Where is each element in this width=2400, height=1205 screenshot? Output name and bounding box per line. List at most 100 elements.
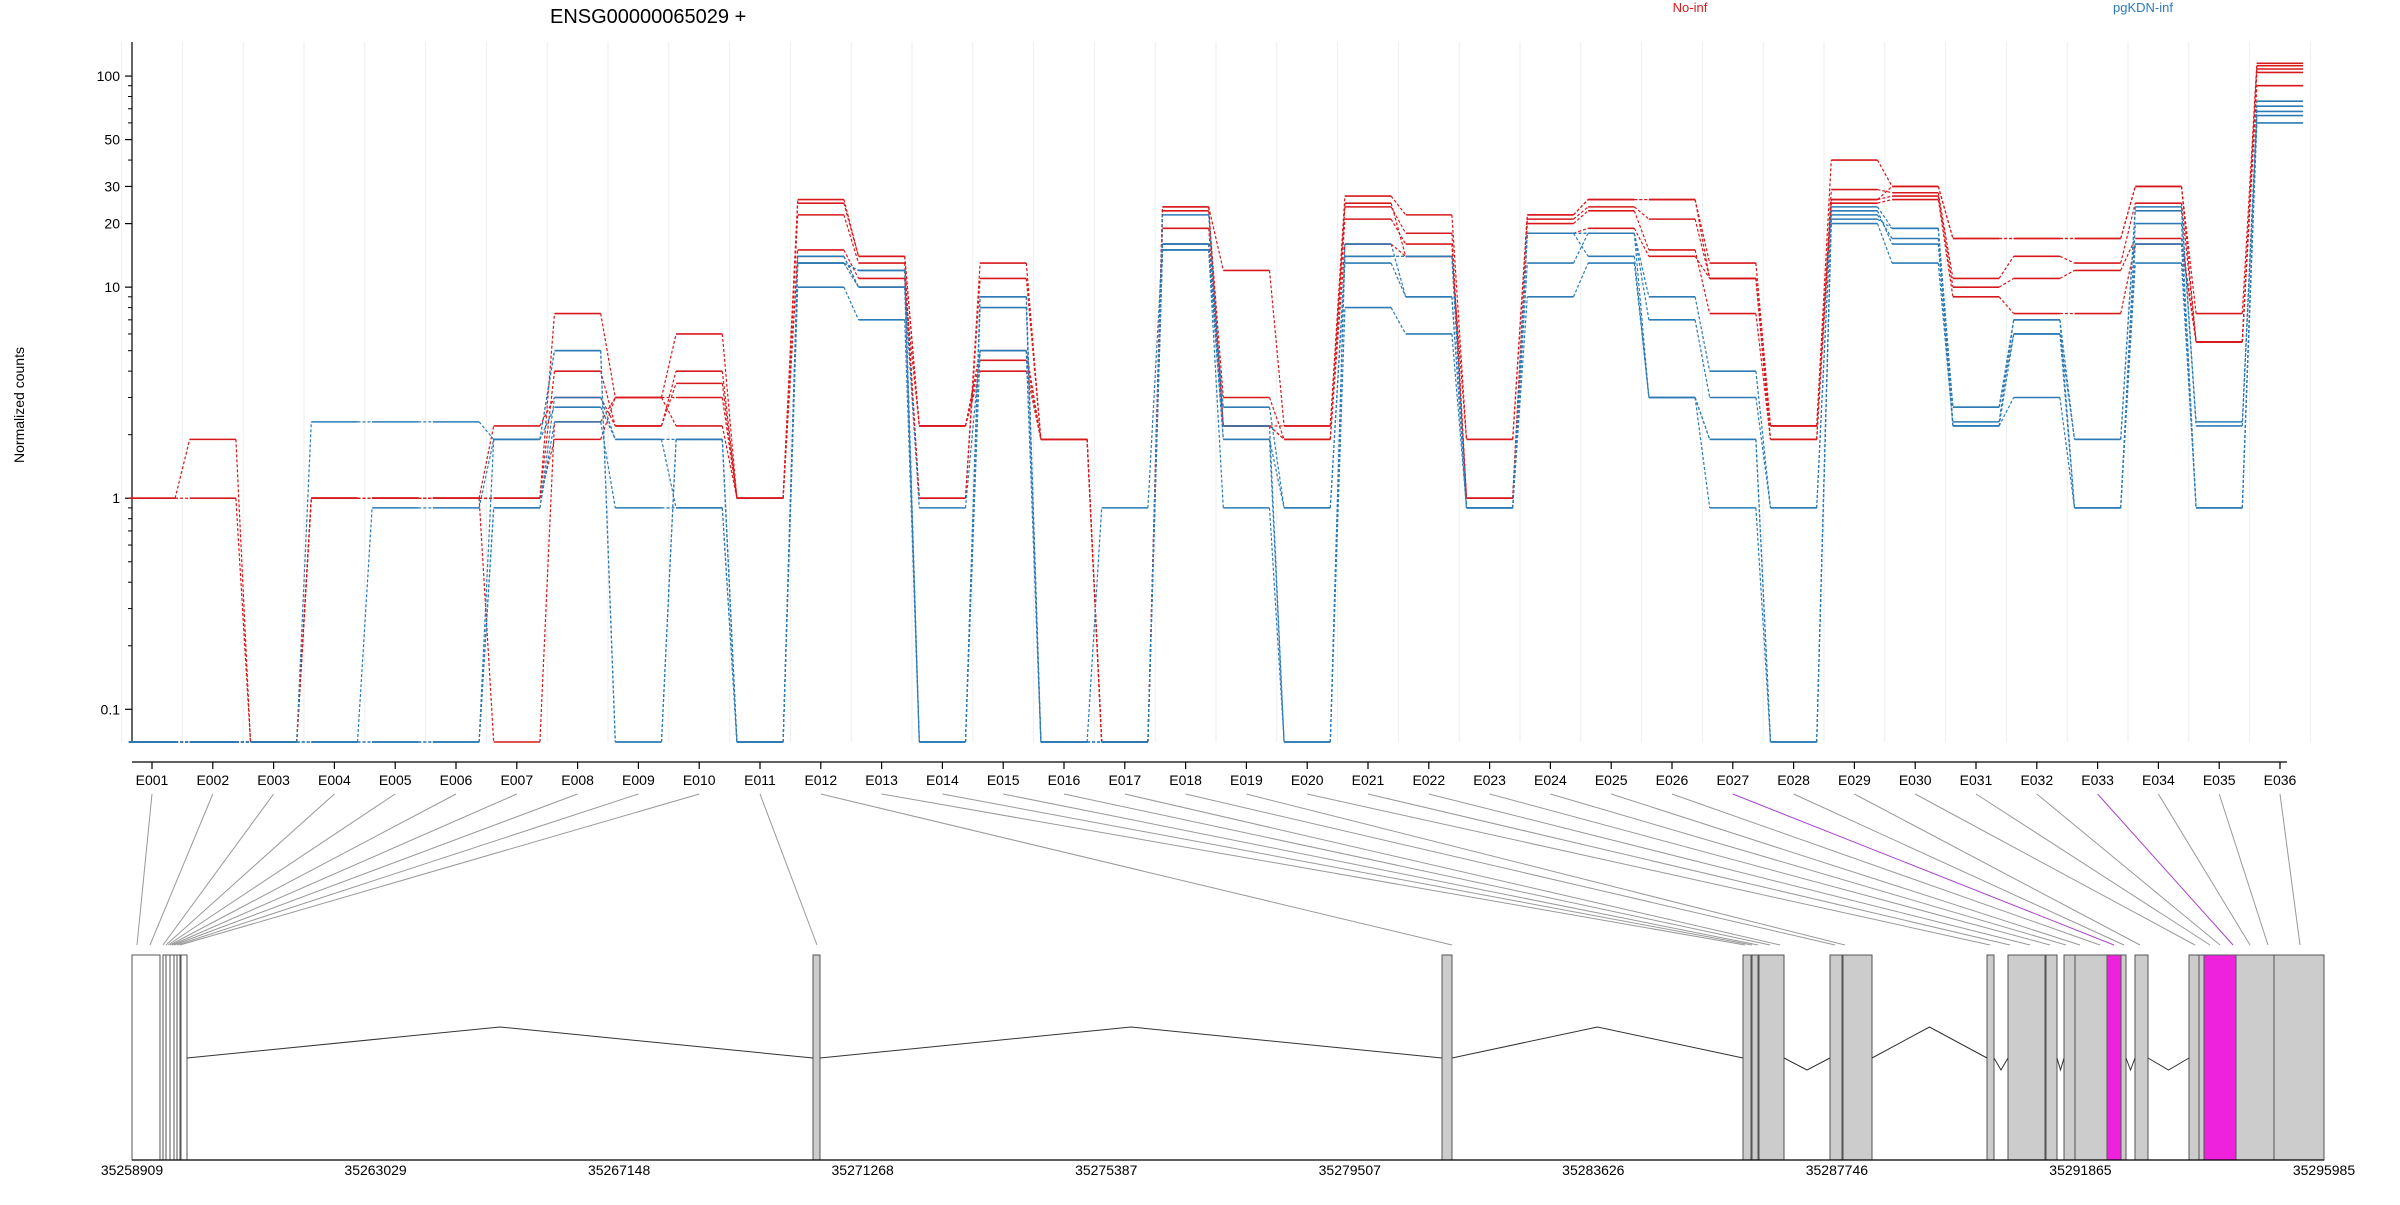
x-tick-label: E028 (1777, 772, 1810, 788)
x-tick-label: E032 (2020, 772, 2053, 788)
exon-block-highlighted (2106, 954, 2122, 1161)
x-tick-label: E035 (2203, 772, 2236, 788)
genome-tick-label: 35267148 (588, 1162, 651, 1178)
series-lines (128, 62, 2304, 743)
exon-block (131, 954, 161, 1161)
series-connector (1633, 233, 1650, 297)
exon-block (1829, 954, 1843, 1161)
series-connector (1208, 214, 1224, 426)
series-connector (964, 296, 981, 743)
series-connector (2059, 397, 2076, 508)
series-connector (2180, 186, 2197, 343)
series-connector (1694, 255, 1711, 279)
intron-line (1451, 1026, 1744, 1059)
exon-connector (1793, 793, 2125, 946)
exon-connector (1489, 793, 2051, 946)
series-connector (539, 313, 556, 499)
series-connector (1329, 244, 1346, 743)
series-connector (600, 350, 616, 743)
series-connector (721, 439, 738, 743)
x-tick-label: E014 (926, 772, 959, 788)
series-connector (1694, 249, 1711, 314)
intron-line (1993, 1057, 2009, 1071)
series-connector (2120, 223, 2136, 508)
series-connector (2241, 101, 2258, 508)
series-connector (1998, 333, 2015, 427)
series-connector (1512, 214, 1528, 440)
x-tick-label: E020 (1291, 772, 1324, 788)
exon-block (169, 954, 175, 1161)
series-connector (2180, 210, 2197, 426)
exon-connector (759, 793, 818, 946)
exon-connector (1671, 793, 2101, 946)
series-connector (1390, 202, 1407, 257)
series-connector (1147, 214, 1164, 743)
exon-connector (2157, 793, 2251, 946)
series-connector (1998, 255, 2015, 279)
series-connector (1573, 227, 1589, 234)
series-connector (1876, 223, 1893, 264)
genome-tick-label: 35295985 (2293, 1162, 2356, 1178)
series-connector (1329, 263, 1346, 508)
series-connector (2180, 263, 2197, 508)
series-connector (2120, 186, 2136, 239)
series-connector (1694, 397, 1711, 508)
series-connector (1877, 218, 1893, 229)
series-connector (539, 421, 556, 508)
series-connector (660, 397, 677, 427)
series-connector (2241, 115, 2258, 426)
series-connector (721, 383, 738, 499)
genome-tick-label: 35283626 (1562, 1162, 1625, 1178)
exon-connector (1063, 793, 1771, 946)
legend-label-no-inf: No-inf (1673, 0, 1708, 15)
series-connector (1937, 192, 1954, 279)
series-connector (660, 333, 677, 398)
series-connector (1998, 397, 2015, 427)
series-connector (1572, 232, 1589, 257)
series-connector (1937, 199, 1954, 297)
genome-tick-label: 35271268 (832, 1162, 895, 1178)
series-connector (1755, 439, 1772, 743)
exon-block-highlighted (2203, 954, 2237, 1161)
genome-tick-label: 35258909 (101, 1162, 164, 1178)
genome-tick-label: 35287746 (1806, 1162, 1869, 1178)
series-connector (1755, 397, 1772, 508)
series-connector (356, 507, 373, 743)
x-tick-label: E024 (1534, 772, 1567, 788)
series-connector (1937, 195, 1954, 288)
y-tick-label: 30 (104, 178, 120, 194)
series-connector (843, 262, 859, 271)
exon-connector (149, 793, 214, 946)
exon-connector (165, 793, 335, 946)
series-connector (2180, 223, 2197, 508)
series-connector (1269, 425, 1285, 440)
series-connector (2241, 65, 2258, 342)
exon-connector (176, 793, 639, 946)
exon-connector (136, 793, 153, 946)
y-tick-label: 10 (104, 279, 120, 295)
x-tick-label: E005 (379, 772, 412, 788)
exon-connector (2097, 793, 2234, 946)
series-connector (1208, 206, 1224, 271)
exon-block (180, 954, 188, 1161)
series-connector (843, 214, 860, 264)
intron-line (1871, 1026, 1988, 1059)
series-connector (1937, 186, 1954, 239)
x-tick-label: E003 (257, 772, 290, 788)
exon-block (1742, 954, 1752, 1161)
exon-connector (881, 793, 1746, 946)
y-tick-label: 100 (97, 68, 121, 84)
series-connector (904, 287, 920, 508)
series-connector (721, 333, 738, 499)
exon-connector (171, 793, 518, 946)
series-connector (1633, 263, 1650, 398)
legend-label-pgkdn-inf: pgKDN-inf (2113, 0, 2173, 15)
x-tick-label: E034 (2142, 772, 2175, 788)
exon-connector (1003, 793, 1759, 946)
intron-line (2125, 1057, 2136, 1072)
x-tick-label: E018 (1169, 772, 1202, 788)
series-connector (600, 421, 616, 508)
intron-line (2056, 1057, 2065, 1072)
series-pgkdn-inf (128, 100, 2304, 743)
series-connector (235, 439, 252, 743)
